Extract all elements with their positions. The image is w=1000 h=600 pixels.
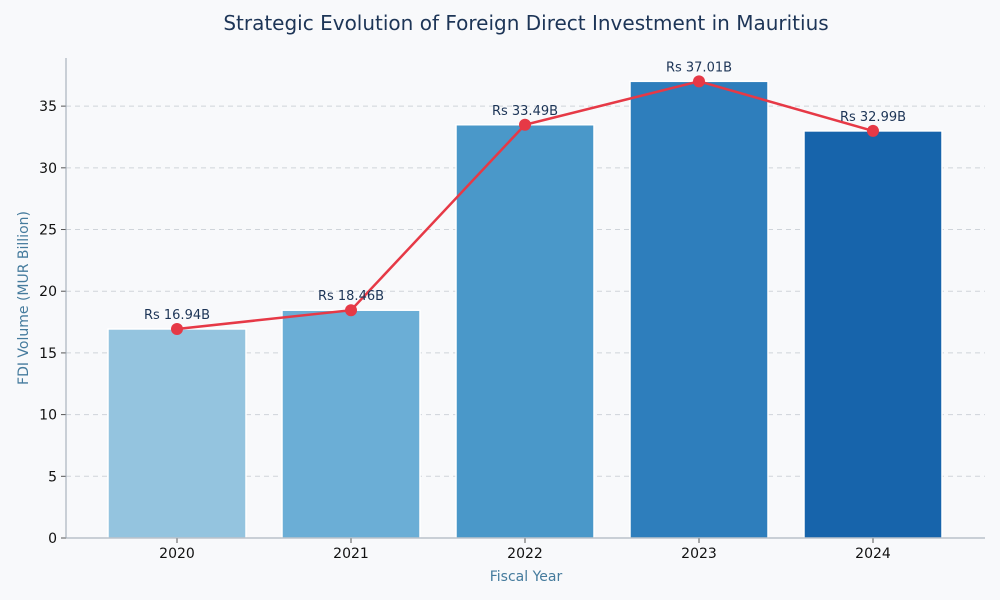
- line-point: [171, 322, 183, 335]
- x-tick-label: 2020: [159, 546, 195, 562]
- line-point: [519, 118, 531, 131]
- data-label: Rs 37.01B: [666, 60, 732, 75]
- axes: 0 5 10 15 20 25 30 35 2020 2021 2022 2023 2024: [39, 58, 985, 562]
- bar: [455, 124, 595, 539]
- y-tick-label: 15: [39, 346, 57, 362]
- bars: [107, 80, 943, 539]
- y-axis-label: FDI Volume (MUR Billion): [16, 211, 32, 385]
- y-tick-label: 20: [39, 284, 57, 300]
- bar: [629, 80, 769, 539]
- data-label: Rs 32.99B: [840, 110, 906, 125]
- y-tick-label: 0: [48, 531, 57, 547]
- data-labels: Rs 16.94B Rs 18.46B Rs 33.49B Rs 37.01B Rs 3…: [144, 60, 906, 323]
- line-point: [867, 124, 879, 137]
- x-tick-label: 2021: [333, 546, 369, 562]
- bar: [107, 328, 247, 539]
- y-tick-label: 5: [48, 469, 57, 485]
- line-point: [345, 304, 357, 317]
- bar: [281, 309, 421, 539]
- x-tick-label: 2024: [855, 546, 891, 562]
- y-tick-label: 35: [39, 99, 57, 115]
- trend-line: [171, 75, 879, 335]
- data-label: Rs 18.46B: [318, 289, 384, 304]
- x-axis-label: Fiscal Year: [490, 569, 563, 585]
- x-tick-label: 2022: [507, 546, 543, 562]
- data-label: Rs 33.49B: [492, 104, 558, 119]
- data-label: Rs 16.94B: [144, 308, 210, 323]
- y-tick-label: 25: [39, 223, 57, 239]
- y-tick-label: 10: [39, 408, 57, 424]
- x-tick-label: 2023: [681, 546, 717, 562]
- y-tick-label: 30: [39, 161, 57, 177]
- chart-title: Strategic Evolution of Foreign Direct In…: [223, 11, 828, 35]
- line-point: [693, 75, 705, 88]
- bar: [803, 130, 943, 539]
